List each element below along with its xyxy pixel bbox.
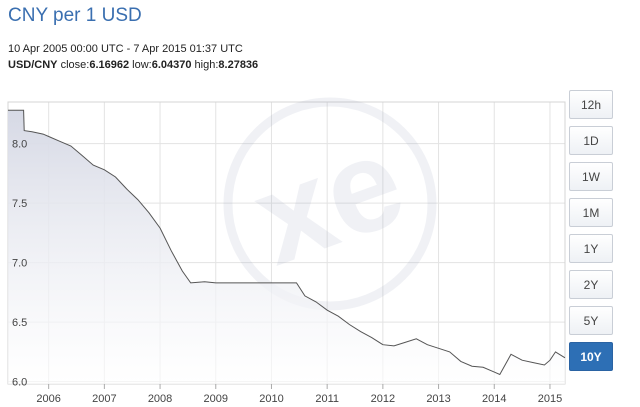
y-tick-label: 7.0 [12, 258, 27, 270]
close-value: 6.16962 [89, 59, 130, 71]
y-axis: 8.0 7.5 7.0 6.5 6.0 [12, 139, 27, 389]
low-value: 6.04370 [151, 59, 192, 71]
period-button-5y[interactable]: 5Y [569, 306, 613, 335]
area-fill [8, 110, 565, 385]
close-label: close: [60, 59, 90, 71]
x-axis: 2006 2007 2008 2009 2010 2011 2012 2013 2014 2015 [36, 384, 562, 405]
period-button-12h[interactable]: 12h [569, 90, 613, 119]
y-tick-label: 8.0 [12, 139, 27, 151]
chart-title: CNY per 1 USD [8, 5, 142, 26]
x-tick-label: 2014 [482, 393, 506, 405]
pair-label: USD/CNY [8, 59, 58, 71]
x-tick-label: 2009 [204, 393, 228, 405]
x-tick-label: 2007 [92, 393, 116, 405]
y-tick-label: 6.0 [12, 377, 27, 389]
series-line [8, 109, 566, 376]
x-tick-label: 2015 [538, 393, 562, 405]
x-tick-label: 2013 [426, 393, 450, 405]
high-label: high: [194, 59, 219, 71]
period-button-2y[interactable]: 2Y [569, 270, 613, 299]
date-range: 10 Apr 2005 00:00 UTC - 7 Apr 2015 01:37… [8, 43, 243, 55]
y-tick-label: 6.5 [12, 317, 27, 329]
period-selector: 12h 1D 1W 1M 1Y 2Y 5Y 10Y [569, 90, 613, 378]
low-label: low: [132, 59, 152, 71]
x-tick-label: 2010 [259, 393, 283, 405]
x-tick-label: 2012 [371, 393, 395, 405]
x-tick-label: 2011 [315, 393, 339, 405]
period-button-1d[interactable]: 1D [569, 126, 613, 155]
xe-watermark-logo: xe [223, 97, 437, 311]
x-tick-label: 2008 [148, 393, 172, 405]
period-button-1y[interactable]: 1Y [569, 234, 613, 263]
x-tick-label: 2006 [36, 393, 60, 405]
y-tick-label: 7.5 [12, 198, 27, 210]
svg-text:xe: xe [235, 106, 421, 293]
period-button-10y[interactable]: 10Y [569, 342, 613, 371]
exchange-rate-chart[interactable]: xe 8.07.57.06.56.0 2006 2007 2008 2009 2010 2… [0, 76, 640, 407]
price-stats: USD/CNY close:6.16962 low:6.04370 high:8… [8, 59, 258, 71]
period-button-1m[interactable]: 1M [569, 198, 613, 227]
period-button-1w[interactable]: 1W [569, 162, 613, 191]
high-value: 8.27836 [218, 59, 259, 71]
